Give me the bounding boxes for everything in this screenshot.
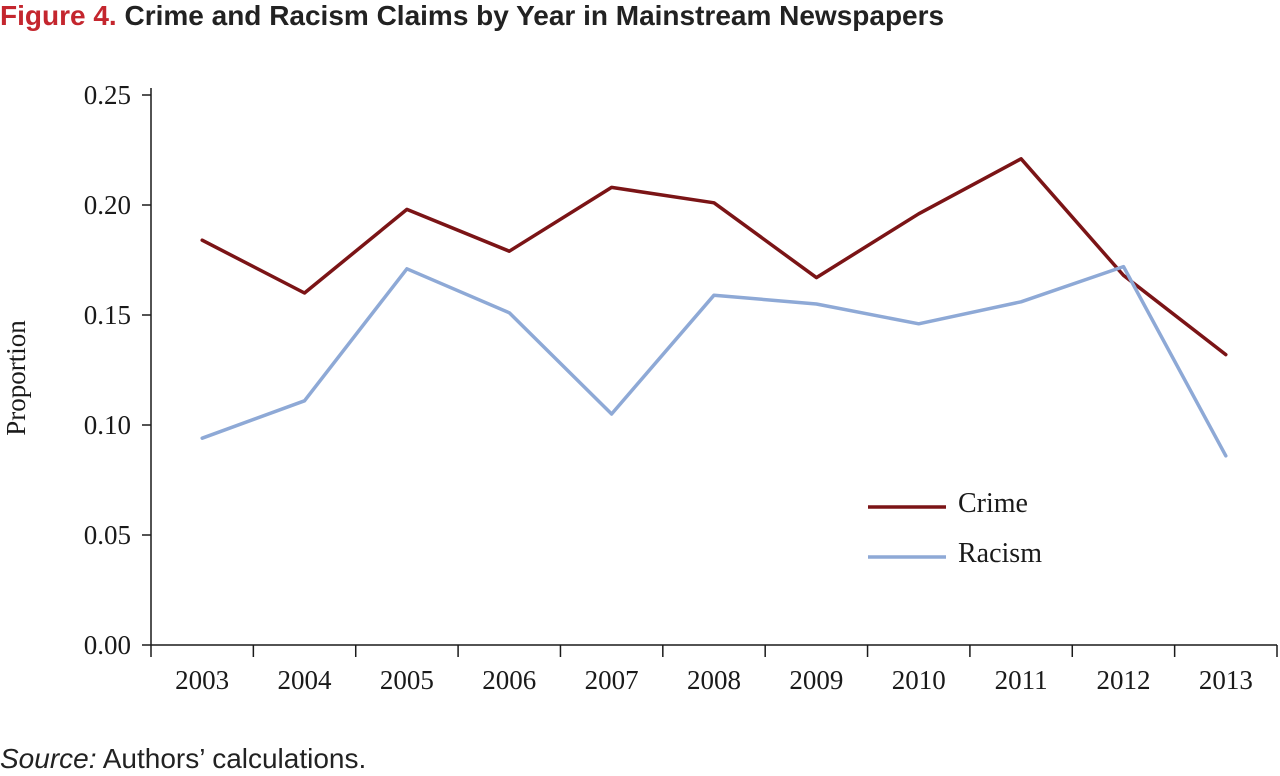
y-tick-label: 0.10	[84, 410, 131, 440]
x-tick-label: 2008	[687, 665, 741, 695]
series-line-racism	[200, 264, 1228, 458]
x-tick-label: 2003	[175, 665, 229, 695]
legend-label-crime: Crime	[958, 488, 1028, 519]
x-tick-label: 2006	[482, 665, 536, 695]
y-tick-label: 0.15	[84, 300, 131, 330]
x-tick-label: 2009	[789, 665, 843, 695]
x-tick-label: 2013	[1199, 665, 1253, 695]
x-tick-label: 2005	[380, 665, 434, 695]
series-group	[200, 157, 1228, 458]
legend: Crime Racism	[868, 488, 1042, 569]
y-axis-label: Proportion	[1, 320, 31, 436]
source-text: Authors’ calculations.	[102, 743, 367, 774]
x-tick-label: 2010	[892, 665, 946, 695]
figure-title-text: Crime and Racism Claims by Year in Mains…	[124, 0, 945, 31]
source-note: Source: Authors’ calculations.	[0, 743, 366, 775]
figure-label: Figure 4.	[0, 0, 117, 31]
series-line-crime	[200, 157, 1228, 357]
x-ticks: 2003 2004 2005 2006 2007 2008 2009 2010 2011 2012…	[150, 645, 1278, 695]
y-tick-label: 0.25	[84, 80, 131, 110]
y-axis: 0.00 0.05 0.10 0.15 0.20 0.25 Proportion	[1, 80, 152, 660]
source-label: Source:	[0, 743, 97, 774]
y-ticks: 0.00 0.05 0.10 0.15 0.20 0.25	[84, 80, 151, 660]
line-chart: 0.00 0.05 0.10 0.15 0.20 0.25 Proportion 2003…	[1, 80, 1278, 695]
figure-title: Figure 4. Crime and Racism Claims by Yea…	[0, 0, 944, 32]
x-tick-label: 2004	[278, 665, 333, 695]
x-tick-label: 2007	[585, 665, 639, 695]
x-tick-label: 2011	[995, 665, 1048, 695]
legend-label-racism: Racism	[958, 538, 1042, 569]
y-tick-label: 0.20	[84, 190, 131, 220]
y-tick-label: 0.05	[84, 520, 131, 550]
x-axis: 2003 2004 2005 2006 2007 2008 2009 2010 2011 2012…	[150, 644, 1278, 695]
x-tick-label: 2012	[1096, 665, 1150, 695]
y-tick-label: 0.00	[84, 630, 131, 660]
